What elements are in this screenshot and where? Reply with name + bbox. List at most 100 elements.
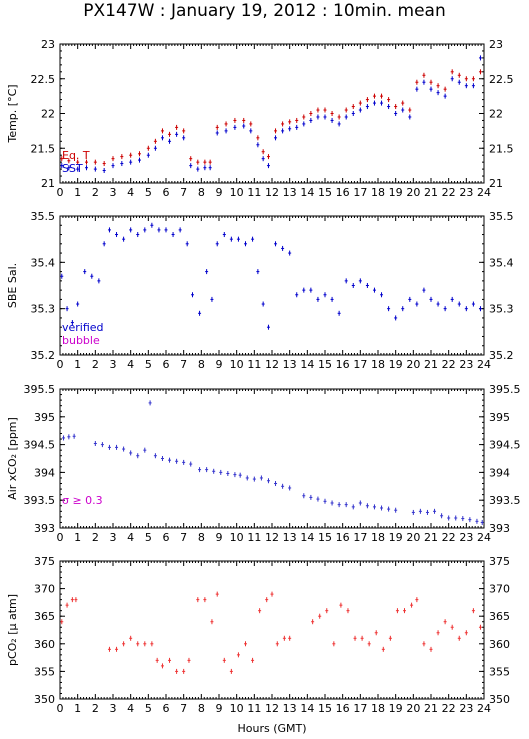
y-tick-label-left: 22 — [41, 108, 55, 121]
y-tick-label-left: 394 — [34, 466, 55, 479]
x-tick-label: 3 — [110, 702, 117, 715]
y-tick-label-left: 35.3 — [31, 303, 56, 316]
x-tick-label: 6 — [163, 358, 170, 371]
y-tick-label-right: 395 — [489, 411, 510, 424]
x-tick-label: 5 — [145, 531, 152, 544]
x-tick-label: 11 — [247, 702, 261, 715]
x-tick-label: 7 — [180, 702, 187, 715]
y-tick-label-left: 21 — [41, 177, 55, 190]
x-tick-label: 2 — [92, 531, 99, 544]
x-tick-label: 6 — [163, 531, 170, 544]
x-tick-label: 11 — [247, 186, 261, 199]
x-tick-label: 4 — [127, 531, 134, 544]
y-tick-label-left: 393.5 — [24, 494, 56, 507]
x-tick-label: 8 — [198, 186, 205, 199]
x-tick-label: 18 — [371, 186, 385, 199]
x-tick-label: 10 — [230, 702, 244, 715]
x-tick-label: 15 — [318, 702, 332, 715]
x-tick-label: 12 — [265, 702, 279, 715]
y-tick-label-right: 395.5 — [489, 383, 521, 396]
x-tick-label: 9 — [216, 358, 223, 371]
y-axis-label-sal: SBE Sal. — [6, 263, 19, 308]
x-tick-label: 17 — [353, 702, 367, 715]
y-tick-label-left: 394.5 — [24, 439, 56, 452]
x-tick-label: 13 — [283, 358, 297, 371]
x-tick-label: 23 — [459, 358, 473, 371]
plot-frame-temp — [59, 43, 485, 184]
x-tick-label: 12 — [265, 531, 279, 544]
x-tick-label: 21 — [424, 358, 438, 371]
x-tick-label: 22 — [442, 358, 456, 371]
x-tick-label: 17 — [353, 358, 367, 371]
y-tick-label-right: 360 — [489, 638, 510, 651]
y-tick-label-left: 370 — [34, 583, 55, 596]
x-tick-label: 2 — [92, 186, 99, 199]
x-tick-label: 20 — [406, 186, 420, 199]
x-tick-label: 8 — [198, 358, 205, 371]
x-tick-label: 8 — [198, 531, 205, 544]
x-tick-label: 7 — [180, 531, 187, 544]
x-tick-label: 13 — [283, 186, 297, 199]
y-tick-label-right: 22.5 — [489, 73, 514, 86]
legend-entry-sal: verified — [62, 321, 104, 334]
x-tick-label: 7 — [180, 186, 187, 199]
y-tick-label-right: 21.5 — [489, 142, 514, 155]
y-tick-label-left: 35.4 — [31, 256, 56, 269]
x-tick-label: 21 — [424, 531, 438, 544]
y-tick-label-right: 370 — [489, 583, 510, 596]
y-tick-label-left: 23 — [41, 38, 55, 51]
x-tick-label: 19 — [389, 186, 403, 199]
x-tick-label: 24 — [477, 358, 491, 371]
y-tick-label-left: 375 — [34, 555, 55, 568]
x-tick-label: 19 — [389, 531, 403, 544]
y-tick-label-right: 394.5 — [489, 439, 521, 452]
x-tick-label: 15 — [318, 531, 332, 544]
y-tick-label-right: 35.2 — [489, 349, 514, 362]
x-tick-label: 11 — [247, 358, 261, 371]
x-tick-label: 7 — [180, 358, 187, 371]
x-tick-label: 15 — [318, 358, 332, 371]
x-tick-label: 16 — [336, 186, 350, 199]
y-tick-label-left: 35.2 — [31, 349, 56, 362]
x-tick-label: 0 — [57, 531, 64, 544]
x-tick-label: 24 — [477, 531, 491, 544]
plot-frame-pco2 — [59, 560, 485, 700]
x-tick-label: 13 — [283, 531, 297, 544]
x-tick-label: 3 — [110, 186, 117, 199]
y-tick-label-left: 395.5 — [24, 383, 56, 396]
x-tick-label: 19 — [389, 702, 403, 715]
x-tick-label: 18 — [371, 358, 385, 371]
legend-entry-temp: SST — [62, 162, 83, 175]
x-tick-label: 18 — [371, 531, 385, 544]
x-tick-label: 17 — [353, 186, 367, 199]
x-tick-label: 5 — [145, 186, 152, 199]
y-tick-label-right: 375 — [489, 555, 510, 568]
x-tick-label: 9 — [216, 186, 223, 199]
x-tick-label: 6 — [163, 186, 170, 199]
y-tick-label-left: 365 — [34, 610, 55, 623]
x-tick-label: 19 — [389, 358, 403, 371]
annotation-air: σ ≥ 0.3 — [62, 494, 103, 507]
y-tick-label-left: 21.5 — [31, 142, 56, 155]
x-axis-label: Hours (GMT) — [237, 722, 307, 735]
y-tick-label-left: 395 — [34, 411, 55, 424]
x-tick-label: 21 — [424, 186, 438, 199]
x-tick-label: 11 — [247, 531, 261, 544]
x-tick-label: 12 — [265, 358, 279, 371]
y-tick-label-right: 22 — [489, 108, 503, 121]
y-axis-label-temp: Temp. [°C] — [6, 84, 19, 143]
x-tick-label: 24 — [477, 186, 491, 199]
x-tick-label: 14 — [300, 531, 314, 544]
y-tick-label-right: 350 — [489, 693, 510, 706]
y-tick-label-left: 355 — [34, 665, 55, 678]
x-tick-label: 9 — [216, 702, 223, 715]
x-tick-label: 20 — [406, 358, 420, 371]
x-tick-label: 10 — [230, 531, 244, 544]
x-tick-label: 3 — [110, 531, 117, 544]
x-tick-label: 23 — [459, 702, 473, 715]
y-tick-label-right: 23 — [489, 38, 503, 51]
x-tick-label: 2 — [92, 702, 99, 715]
x-tick-label: 8 — [198, 702, 205, 715]
